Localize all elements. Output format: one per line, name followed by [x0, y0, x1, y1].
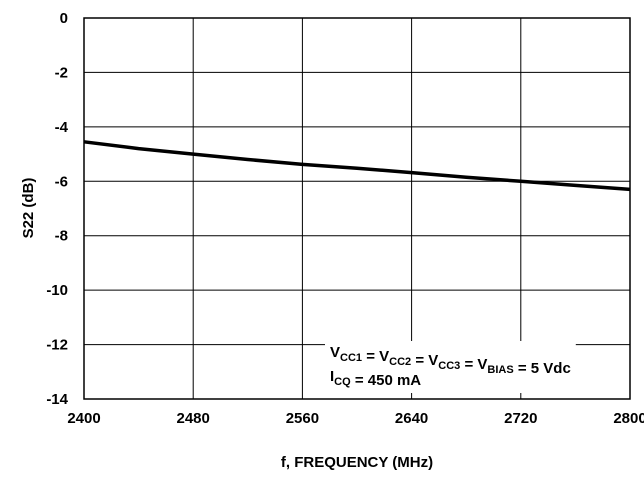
series-line: [83, 140, 631, 192]
annotation-text: V: [330, 344, 340, 361]
x-tick-label: 2480: [177, 410, 210, 427]
annotation-line-2: ICQ = 450 mA: [330, 368, 421, 389]
y-tick-label: 0: [60, 10, 68, 27]
x-tick-label: 2560: [286, 410, 319, 427]
y-tick-label: -2: [55, 64, 68, 81]
x-tick-label: 2800: [613, 410, 644, 427]
y-tick-label: -4: [55, 119, 69, 136]
annotation-line-1: VCC1 = VCC2 = VCC3 = VBIAS = 5 Vdc: [330, 344, 571, 377]
annotation-subscript: CC3: [438, 360, 460, 372]
plot-background: [84, 18, 630, 399]
x-tick-label: 2720: [504, 410, 537, 427]
annotation-subscript: CQ: [334, 376, 351, 388]
x-axis-title: f, FREQUENCY (MHz): [281, 454, 433, 471]
y-tick-label: -14: [46, 391, 68, 408]
annotation-text: I: [330, 368, 334, 385]
annotation-background: [325, 341, 576, 393]
annotation-text: = V: [460, 356, 487, 373]
x-tick-labels: 2400 2480 2560 2640 2720 2800: [67, 410, 644, 427]
y-tick-label: -8: [55, 228, 68, 245]
annotation-subscript: CC1: [340, 352, 362, 364]
annotation-text: = 5 Vdc: [514, 360, 571, 377]
y-tick-label: -10: [46, 282, 68, 299]
x-tick-label: 2640: [395, 410, 428, 427]
annotation-text: = V: [411, 352, 438, 369]
plot-frame: [83, 17, 631, 400]
y-tick-label: -6: [55, 173, 68, 190]
y-tick-label: -12: [46, 337, 68, 354]
annotation-text: = V: [362, 348, 389, 365]
annotation-subscript: CC2: [389, 356, 411, 368]
annotation-subscript: BIAS: [487, 364, 513, 376]
y-axis-title: S22 (dB): [20, 178, 37, 239]
y-tick-labels: 0 -2 -4 -6 -8 -10 -12 -14: [46, 10, 68, 408]
annotation-text: = 450 mA: [351, 372, 422, 389]
x-tick-label: 2400: [67, 410, 100, 427]
series-group: [83, 140, 631, 192]
